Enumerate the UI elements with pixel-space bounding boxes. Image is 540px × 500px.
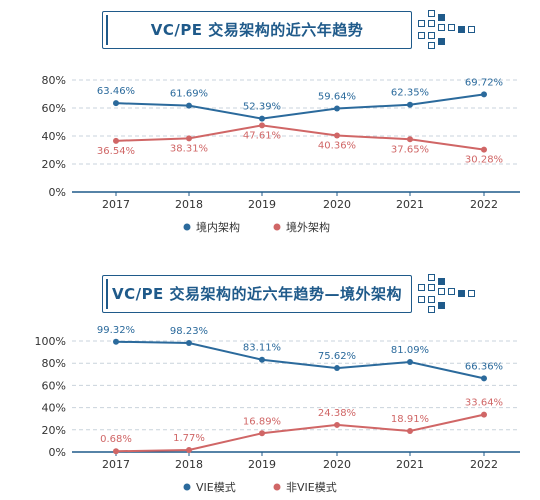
chart-2-legend-label-2: 非VIE模式 [286, 481, 337, 494]
chart-2-ytick-label: 40% [42, 402, 66, 415]
chart-2-ytick-label: 80% [42, 357, 66, 370]
chart-1-series-2-data-label: 40.36% [318, 140, 356, 151]
chart-2-series-1-data-label: 66.36% [465, 361, 503, 372]
chart-2-series-2-data-label: 1.77% [173, 433, 205, 444]
chart-1-series-2-point [481, 146, 487, 153]
chart-2-series-2-data-label: 18.91% [391, 414, 429, 425]
chart-1-xtick-label: 2022 [470, 198, 498, 211]
chart-2-series-2-point [481, 411, 487, 418]
chart-2-series-1-point [407, 358, 413, 365]
chart-1-series-2-point [334, 132, 340, 139]
chart-1-series-1-data-label: 69.72% [465, 77, 503, 88]
chart-1-series-2-data-label: 47.61% [243, 130, 281, 141]
chart-1-series-1-point [186, 102, 192, 109]
chart-1-legend-marker-2 [273, 223, 281, 231]
chart-1-series-1-point [259, 115, 265, 122]
chart-1-legend-label-2: 境外架构 [286, 220, 330, 234]
chart-1-series-1-data-label: 59.64% [318, 92, 356, 103]
chart-1-xtick-label: 2020 [323, 198, 351, 211]
chart-1-series-1-point [113, 100, 119, 107]
chart-1-series-1-point [481, 91, 487, 98]
chart-2-ytick-label: 100% [35, 335, 66, 348]
chart-1-series-1-data-label: 62.35% [391, 88, 429, 99]
chart-1-series-2-point [407, 136, 413, 143]
chart-2-series-1-line [115, 340, 485, 380]
chart-1-series-1-data-label: 61.69% [170, 89, 208, 100]
chart-2-legend-marker-1 [183, 483, 191, 491]
chart-2-series-2-data-label: 0.68% [100, 434, 132, 445]
chart-1-ytick-label: 60% [42, 102, 66, 115]
chart-1-series-2-point [186, 135, 192, 142]
chart-2-series-1-point [334, 365, 340, 372]
chart-2-series-2-point [259, 430, 265, 437]
chart-2-title-box: VC/PE 交易架构的近六年趋势—境外架构 [102, 275, 412, 313]
chart-2-series-2-line [115, 413, 485, 453]
chart-1-series-2-data-label: 38.31% [170, 143, 208, 154]
chart-1-ytick-label: 20% [42, 158, 66, 171]
chart-1-series-1-line [115, 93, 485, 120]
chart-1-xtick-label: 2019 [248, 198, 276, 211]
chart-1-xtick-label: 2018 [175, 198, 203, 211]
chart-2-xtick-label: 2021 [396, 458, 424, 471]
chart-1-series-2-point [259, 122, 265, 129]
chart-1-title-box: VC/PE 交易架构的近六年趋势 [102, 11, 412, 49]
chart-2-ytick-label: 60% [42, 379, 66, 392]
chart-1-series-2-point [113, 137, 119, 144]
chart-2-series-2-data-label: 24.38% [318, 408, 356, 419]
chart-2-mosaic-decoration [414, 274, 475, 314]
chart-1-xtick-label: 2017 [102, 198, 130, 211]
chart-1-series-2-data-label: 37.65% [391, 144, 429, 155]
chart-2-series-1-data-label: 75.62% [318, 351, 356, 362]
chart-2-series-1-data-label: 81.09% [391, 345, 429, 356]
chart-1-series-2-data-label: 36.54% [97, 146, 135, 157]
chart-2-series-2-point [113, 448, 119, 455]
chart-2-xtick-label: 2019 [248, 458, 276, 471]
chart-2-series-1-data-label: 99.32% [97, 325, 135, 336]
chart-2-xtick-label: 2020 [323, 458, 351, 471]
chart-1-mosaic-decoration [414, 10, 475, 50]
chart-1-ytick-label: 80% [42, 74, 66, 87]
chart-2-series-2-data-label: 33.64% [465, 398, 503, 409]
chart-2-series-2-data-label: 16.89% [243, 416, 281, 427]
chart-2-ytick-label: 20% [42, 424, 66, 437]
chart-1-series-1-data-label: 63.46% [97, 86, 135, 97]
chart-2-series-2-point [186, 447, 192, 454]
chart-2-series-1-point [186, 339, 192, 346]
chart-2-series-1-point [481, 375, 487, 382]
chart-2-xtick-label: 2022 [470, 458, 498, 471]
chart-1-legend-label-1: 境内架构 [196, 220, 240, 234]
chart-1-series-2-line [115, 124, 485, 151]
chart-2-series-1-data-label: 98.23% [170, 326, 208, 337]
chart-1-series-1-data-label: 52.39% [243, 102, 281, 113]
chart-1-series-1-point [407, 101, 413, 108]
chart-1-xtick-label: 2021 [396, 198, 424, 211]
chart-1-series-2-data-label: 30.28% [465, 155, 503, 166]
chart-2-series-1-point [113, 338, 119, 345]
chart-2-series-2-point [334, 421, 340, 428]
chart-1-legend-marker-1 [183, 223, 191, 231]
chart-1-ytick-label: 40% [42, 130, 66, 143]
chart-2-series-2-point [407, 428, 413, 435]
chart-2-ytick-label: 0% [49, 446, 66, 459]
chart-2-legend-label-1: VIE模式 [196, 481, 236, 494]
chart-2-legend-marker-2 [273, 483, 281, 491]
chart-1-ytick-label: 0% [49, 186, 66, 199]
chart-2-title: VC/PE 交易架构的近六年趋势—境外架构 [111, 285, 403, 303]
chart-1-title: VC/PE 交易架构的近六年趋势 [150, 21, 364, 39]
chart-2-series-1-data-label: 83.11% [243, 343, 281, 354]
chart-2-series-1-point [259, 356, 265, 363]
chart-2-xtick-label: 2017 [102, 458, 130, 471]
chart-1-series-1-point [334, 105, 340, 112]
chart-2-xtick-label: 2018 [175, 458, 203, 471]
